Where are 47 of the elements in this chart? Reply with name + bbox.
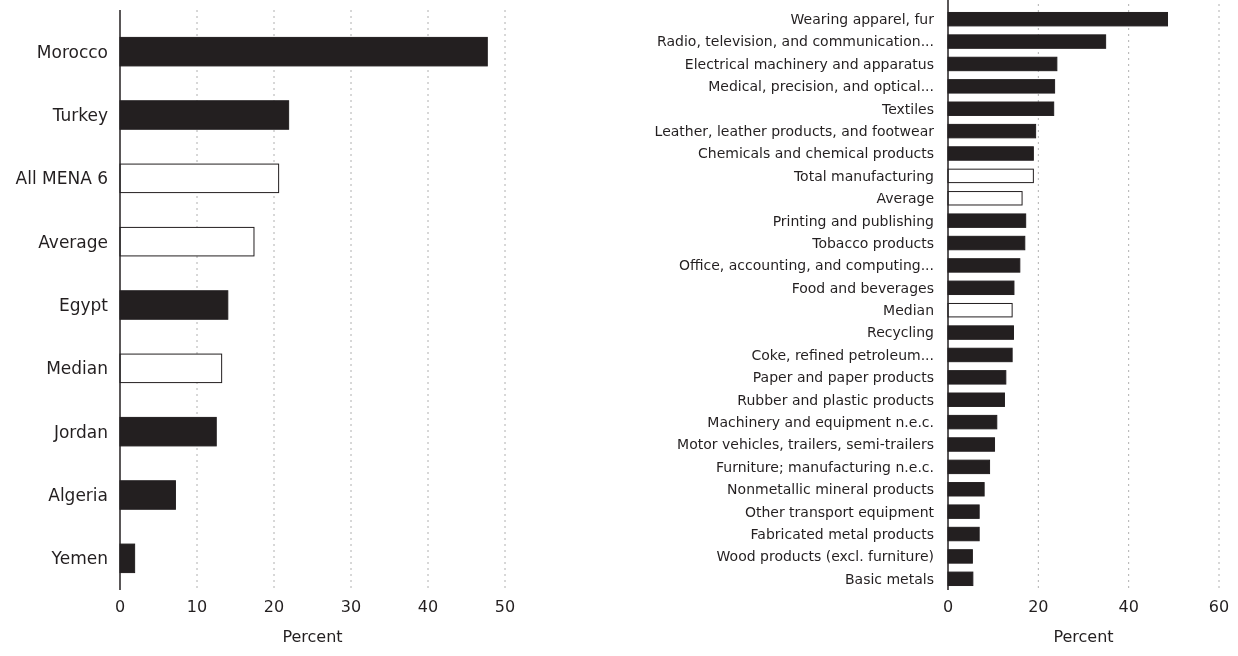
x-tick-label: 0 [114,597,126,616]
y-tick-label: Wood products (excl. furniture) [716,548,934,565]
y-tick-label: Basic metals [844,570,934,587]
y-tick-label: All MENA 6 [15,168,108,189]
x-axis-title: Percent [1053,627,1114,646]
y-tick-label: Average [38,231,108,252]
x-axis-title: Percent [282,627,343,646]
y-tick-label: Leather, leather products, and footwear [654,123,935,140]
y-tick-label: Radio, television, and communication... [657,33,934,50]
y-tick-label: Paper and paper products [752,369,934,386]
y-tick-label: Average [876,190,934,207]
y-tick-label: Motor vehicles, trailers, semi-trailers [677,436,934,453]
y-tick-label: Other transport equipment [744,503,935,520]
y-tick-label: Morocco [36,41,108,62]
x-tick-label: 40 [417,597,439,616]
y-tick-label: Rubber and plastic products [737,391,934,408]
x-tick-label: 10 [186,597,208,616]
y-tick-label: Wearing apparel, fur [790,11,935,28]
y-tick-label: Office, accounting, and computing... [678,257,934,274]
y-tick-label: Chemicals and chemical products [698,145,934,162]
y-tick-label: Electrical machinery and apparatus [684,55,934,72]
y-tick-label: Median [883,302,934,319]
y-tick-label: Egypt [58,294,109,315]
x-tick-label: 20 [1028,597,1049,616]
y-tick-label: Yemen [50,548,108,569]
y-tick-label: Textiles [880,100,934,117]
y-tick-label: Medical, precision, and optical... [708,78,934,95]
y-tick-label: Fabricated metal products [750,525,934,542]
x-tick-label: 20 [263,597,285,616]
x-tick-label: 40 [1118,597,1139,616]
y-tick-label: Food and beverages [791,279,934,296]
x-tick-label: 30 [340,597,362,616]
y-tick-label: Median [46,358,108,379]
y-tick-label: Coke, refined petroleum... [751,346,934,363]
y-tick-label: Furniture; manufacturing n.e.c. [716,458,934,475]
y-tick-label: Algeria [48,484,108,505]
y-tick-label: Total manufacturing [792,167,934,184]
y-tick-label: Printing and publishing [772,212,934,229]
y-tick-label: Recycling [867,324,934,341]
y-tick-label: Nonmetallic mineral products [727,481,934,498]
x-tick-label: 0 [942,597,954,616]
x-tick-label: 60 [1208,597,1230,616]
y-tick-label: Turkey [51,104,108,125]
y-tick-label: Jordan [52,421,108,442]
x-tick-label: 50 [494,597,516,616]
y-tick-label: Tobacco products [811,234,934,251]
y-tick-label: Machinery and equipment n.e.c. [707,414,934,431]
